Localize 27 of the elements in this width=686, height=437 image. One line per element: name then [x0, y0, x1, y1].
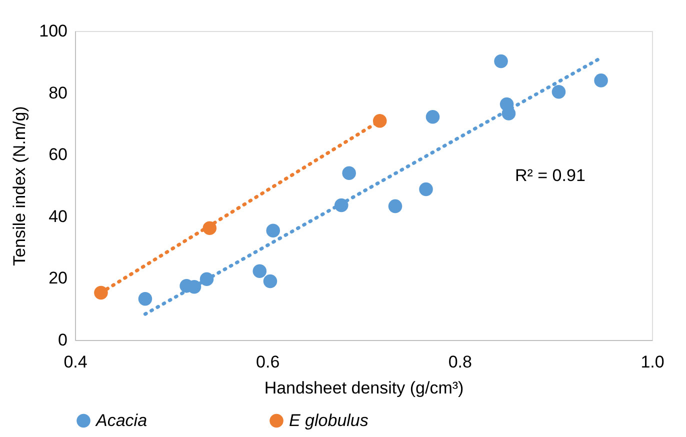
point	[263, 274, 278, 288]
point	[494, 54, 508, 68]
point	[426, 110, 440, 124]
y-tick-label: 20	[48, 268, 68, 288]
point	[252, 264, 267, 278]
y-tick-label: 40	[48, 206, 68, 226]
y-tick-label: 0	[58, 330, 68, 350]
point	[552, 84, 566, 99]
point	[594, 74, 608, 88]
annotation: R² = 0.91	[515, 166, 586, 185]
point	[138, 292, 152, 306]
x-tick-label: 0.8	[448, 352, 472, 372]
y-tick-label: 100	[39, 22, 68, 40]
legend-label: Acacia	[95, 410, 148, 430]
x-tick-label: 0.6	[256, 352, 280, 372]
point	[372, 114, 387, 128]
point	[419, 182, 433, 196]
point	[388, 199, 402, 214]
point	[266, 224, 280, 238]
x-tick-label: 0.4	[64, 352, 88, 372]
x-axis-title: Handsheet density (g/cm³)	[264, 378, 464, 398]
x-tick-label: 1.0	[640, 352, 664, 372]
point	[342, 166, 356, 180]
legend-label: E globulus	[289, 410, 369, 430]
y-tick-label: 80	[48, 83, 68, 102]
y-tick-label: 60	[48, 145, 68, 164]
y-axis-title: Tensile index (N.m/g)	[10, 106, 30, 266]
